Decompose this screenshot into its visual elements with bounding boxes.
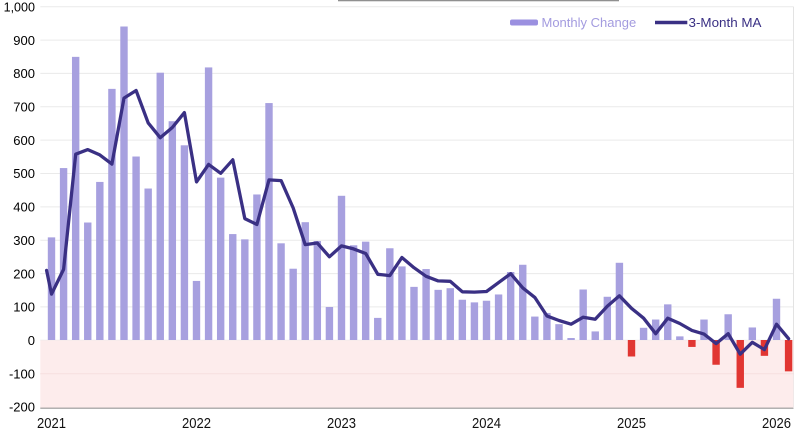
svg-text:800: 800 — [13, 66, 35, 81]
svg-text:300: 300 — [13, 233, 35, 248]
svg-text:700: 700 — [13, 100, 35, 115]
svg-text:900: 900 — [13, 33, 35, 48]
svg-text:2025: 2025 — [617, 416, 646, 432]
svg-text:2021: 2021 — [37, 416, 66, 432]
svg-text:200: 200 — [13, 266, 35, 281]
svg-text:Monthly Change: Monthly Change — [542, 15, 637, 30]
svg-text:600: 600 — [13, 133, 35, 148]
svg-text:2023: 2023 — [327, 416, 356, 432]
svg-text:2026: 2026 — [762, 416, 791, 432]
svg-text:2024: 2024 — [472, 416, 501, 432]
svg-text:-100: -100 — [9, 366, 35, 381]
svg-text:400: 400 — [13, 200, 35, 215]
svg-text:-200: -200 — [9, 400, 35, 415]
svg-text:100: 100 — [13, 300, 35, 315]
svg-text:1,000: 1,000 — [4, 0, 35, 14]
svg-text:0: 0 — [28, 333, 35, 348]
svg-text:3-Month MA: 3-Month MA — [689, 15, 762, 30]
svg-text:2022: 2022 — [182, 416, 211, 432]
svg-text:500: 500 — [13, 166, 35, 181]
